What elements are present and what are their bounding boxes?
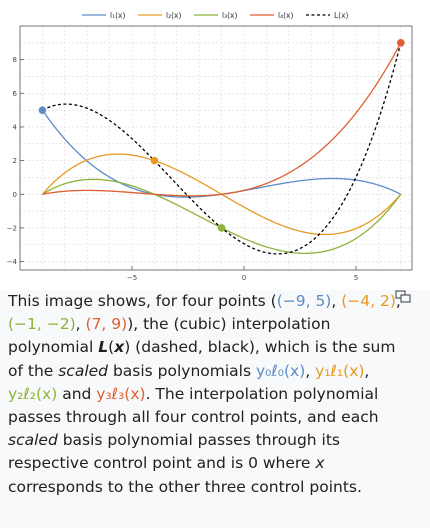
chart-background <box>0 0 430 290</box>
point-4-label: (7, 9) <box>85 315 128 334</box>
point-3-label: (−1, −2) <box>8 315 76 334</box>
y-tick-label: 6 <box>13 90 18 98</box>
caption-text: and <box>57 384 97 403</box>
basis-1: y₁ℓ₁(x) <box>315 361 365 380</box>
legend-label-3: l₃(x) <box>222 11 237 20</box>
basis-0: y₀ℓ₀(x) <box>256 361 306 380</box>
figure-caption: This image shows, for four points ((−9, … <box>8 290 413 499</box>
y-tick-label: 8 <box>13 56 17 64</box>
y-tick-label: 2 <box>13 157 17 165</box>
y-tick-label: −2 <box>7 224 17 232</box>
basis-3: y₃ℓ₃(x) <box>96 384 146 403</box>
caption-text: , <box>331 292 342 310</box>
caption-text: basis polynomial passes through its resp… <box>8 431 340 473</box>
caption-text: corresponds to the other three control p… <box>8 477 362 496</box>
caption-text: , <box>395 292 401 310</box>
control-point-4 <box>397 39 405 47</box>
control-point-1 <box>38 106 47 114</box>
plot-frame <box>19 25 413 271</box>
control-points <box>38 39 405 232</box>
legend: l₁(x) l₂(x) l₃(x) l₄(x) L(x) <box>82 11 349 20</box>
x-tick-label: 5 <box>354 274 358 282</box>
point-2-label: (−4, 2) <box>341 292 396 310</box>
legend-label-5: L(x) <box>334 11 349 20</box>
caption-text: ( <box>108 338 115 357</box>
caption-text: , <box>364 361 370 380</box>
legend-label-4: l₄(x) <box>278 11 293 20</box>
control-point-3 <box>217 224 226 232</box>
L-symbol: L <box>98 338 109 357</box>
y-tick-label: 0 <box>13 191 17 199</box>
x-tick-label: −5 <box>127 274 137 282</box>
chart: −5 0 5 −4 −2 0 2 4 6 8 l₁(x) l₂(x) l₃(x) l₄(x) L(x) <box>0 0 430 290</box>
caption-text: , <box>305 361 316 380</box>
legend-label-1: l₁(x) <box>110 11 125 20</box>
control-point-2 <box>150 156 159 165</box>
caption-text: ), the (cubic) interpolation polynomial <box>8 315 331 357</box>
y-tick-label: −4 <box>7 258 18 266</box>
caption-text: This image shows, for four points ( <box>8 292 277 310</box>
caption-text: . The interpolation polynomial passes th… <box>8 384 379 427</box>
basis-2: y₂ℓ₂(x) <box>8 384 58 403</box>
point-1-label: (−9, 5) <box>276 292 332 310</box>
scaled-word: scaled <box>58 361 109 380</box>
x-symbol: x <box>315 454 325 473</box>
x-tick-label: 0 <box>242 274 246 282</box>
curve-4 <box>42 42 402 197</box>
caption-text: , <box>75 315 86 334</box>
legend-label-2: l₂(x) <box>166 11 181 20</box>
axis-ticks: −5 0 5 −4 −2 0 2 4 6 8 <box>7 56 359 282</box>
x-symbol: x <box>114 338 125 357</box>
enlarge-icon[interactable] <box>395 290 411 304</box>
caption-text: basis polynomials <box>108 361 256 380</box>
y-tick-label: 4 <box>13 123 18 131</box>
caption-text: ) (dashed, black), which is the sum of t… <box>8 338 396 380</box>
scaled-word: scaled <box>8 431 58 450</box>
